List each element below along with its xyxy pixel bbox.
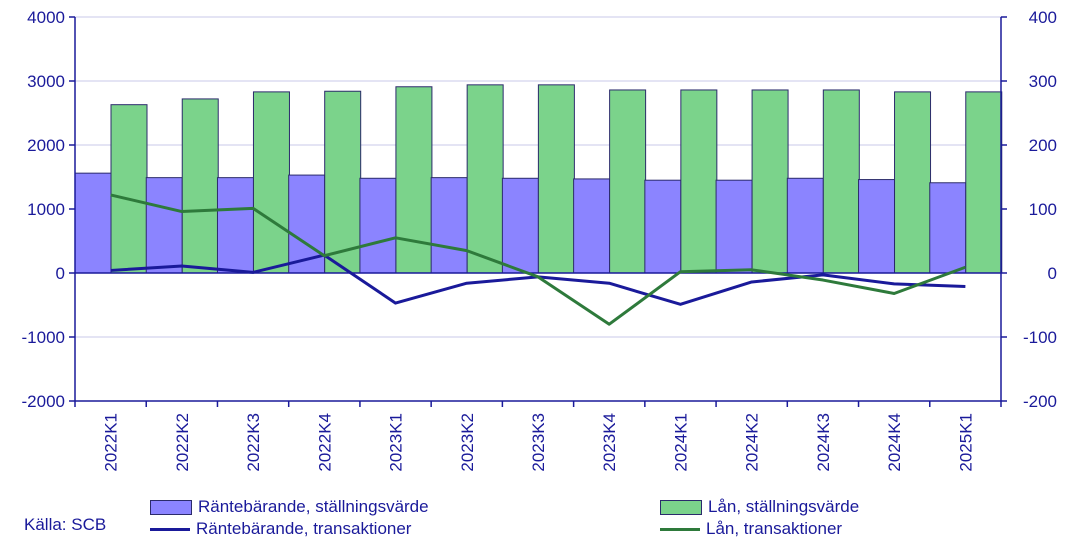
x-tick-label: 2024K3 (814, 413, 833, 472)
bar-lan (822, 89, 860, 274)
left-tick-label: 0 (56, 264, 65, 283)
bar-rantebarande (501, 177, 539, 274)
bar-rantebarande (430, 177, 468, 274)
bar-lan (609, 89, 647, 274)
bar-rantebarande (715, 179, 753, 274)
bar-lan (181, 98, 219, 274)
x-tick-label: 2023K3 (529, 413, 548, 472)
left-tick-label: 2000 (27, 136, 65, 155)
x-tick-label: 2025K1 (956, 413, 975, 472)
x-tick-label: 2022K1 (102, 413, 121, 472)
left-tick-label: -2000 (22, 392, 65, 411)
left-tick-label: -1000 (22, 328, 65, 347)
right-tick-label: -200 (1023, 392, 1057, 411)
legend-label-line2: Lån, transaktioner (706, 519, 843, 538)
bar-lan (395, 86, 433, 274)
x-tick-label: 2024K2 (743, 413, 762, 472)
x-tick-label: 2024K1 (671, 413, 690, 472)
legend-item-line1: Räntebärande, transaktioner (150, 519, 411, 539)
x-tick-label: 2024K4 (885, 413, 904, 472)
x-tick-label: 2022K2 (173, 413, 192, 472)
legend-label-bar1: Räntebärande, ställningsvärde (198, 497, 429, 516)
bar-rantebarande (74, 172, 112, 274)
bar-rantebarande (216, 177, 254, 274)
right-tick-label: 400 (1029, 8, 1057, 27)
bar-rantebarande (858, 179, 896, 274)
x-tick-label: 2022K3 (244, 413, 263, 472)
bar-lan (751, 89, 789, 274)
x-tick-label: 2023K1 (387, 413, 406, 472)
legend-swatch-line2 (660, 527, 700, 531)
legend-item-bar1: Räntebärande, ställningsvärde (150, 497, 429, 517)
bar-lan (110, 104, 148, 274)
bar-rantebarande (644, 179, 682, 274)
right-tick-label: -100 (1023, 328, 1057, 347)
legend-item-bar2: Lån, ställningsvärde (660, 497, 859, 517)
legend-swatch-bar2 (660, 499, 702, 515)
bar-rantebarande (929, 182, 967, 274)
x-tick-label: 2022K4 (315, 413, 334, 472)
bar-lan (680, 89, 718, 274)
right-tick-label: 300 (1029, 72, 1057, 91)
bar-lan (894, 91, 932, 274)
bar-rantebarande (145, 177, 183, 274)
x-tick-label: 2023K4 (600, 413, 619, 472)
left-tick-label: 1000 (27, 200, 65, 219)
legend-swatch-line1 (150, 527, 190, 531)
bar-lan (466, 84, 504, 274)
right-tick-label: 100 (1029, 200, 1057, 219)
bar-rantebarande (786, 177, 824, 274)
bar-rantebarande (359, 177, 397, 274)
legend-label-bar2: Lån, ställningsvärde (708, 497, 860, 516)
legend-swatch-bar1 (150, 499, 192, 515)
bar-lan (252, 91, 290, 274)
x-tick-label: 2023K2 (458, 413, 477, 472)
bar-lan (324, 90, 362, 274)
right-tick-label: 200 (1029, 136, 1057, 155)
left-tick-label: 4000 (27, 8, 65, 27)
legend-item-line2: Lån, transaktioner (660, 519, 842, 539)
legend-label-line1: Räntebärande, transaktioner (196, 519, 412, 538)
left-tick-label: 3000 (27, 72, 65, 91)
bar-rantebarande (573, 178, 611, 274)
source-note: Källa: SCB (24, 515, 107, 534)
right-tick-label: 0 (1048, 264, 1057, 283)
bar-lan (965, 91, 1003, 274)
bar-lan (537, 84, 575, 274)
